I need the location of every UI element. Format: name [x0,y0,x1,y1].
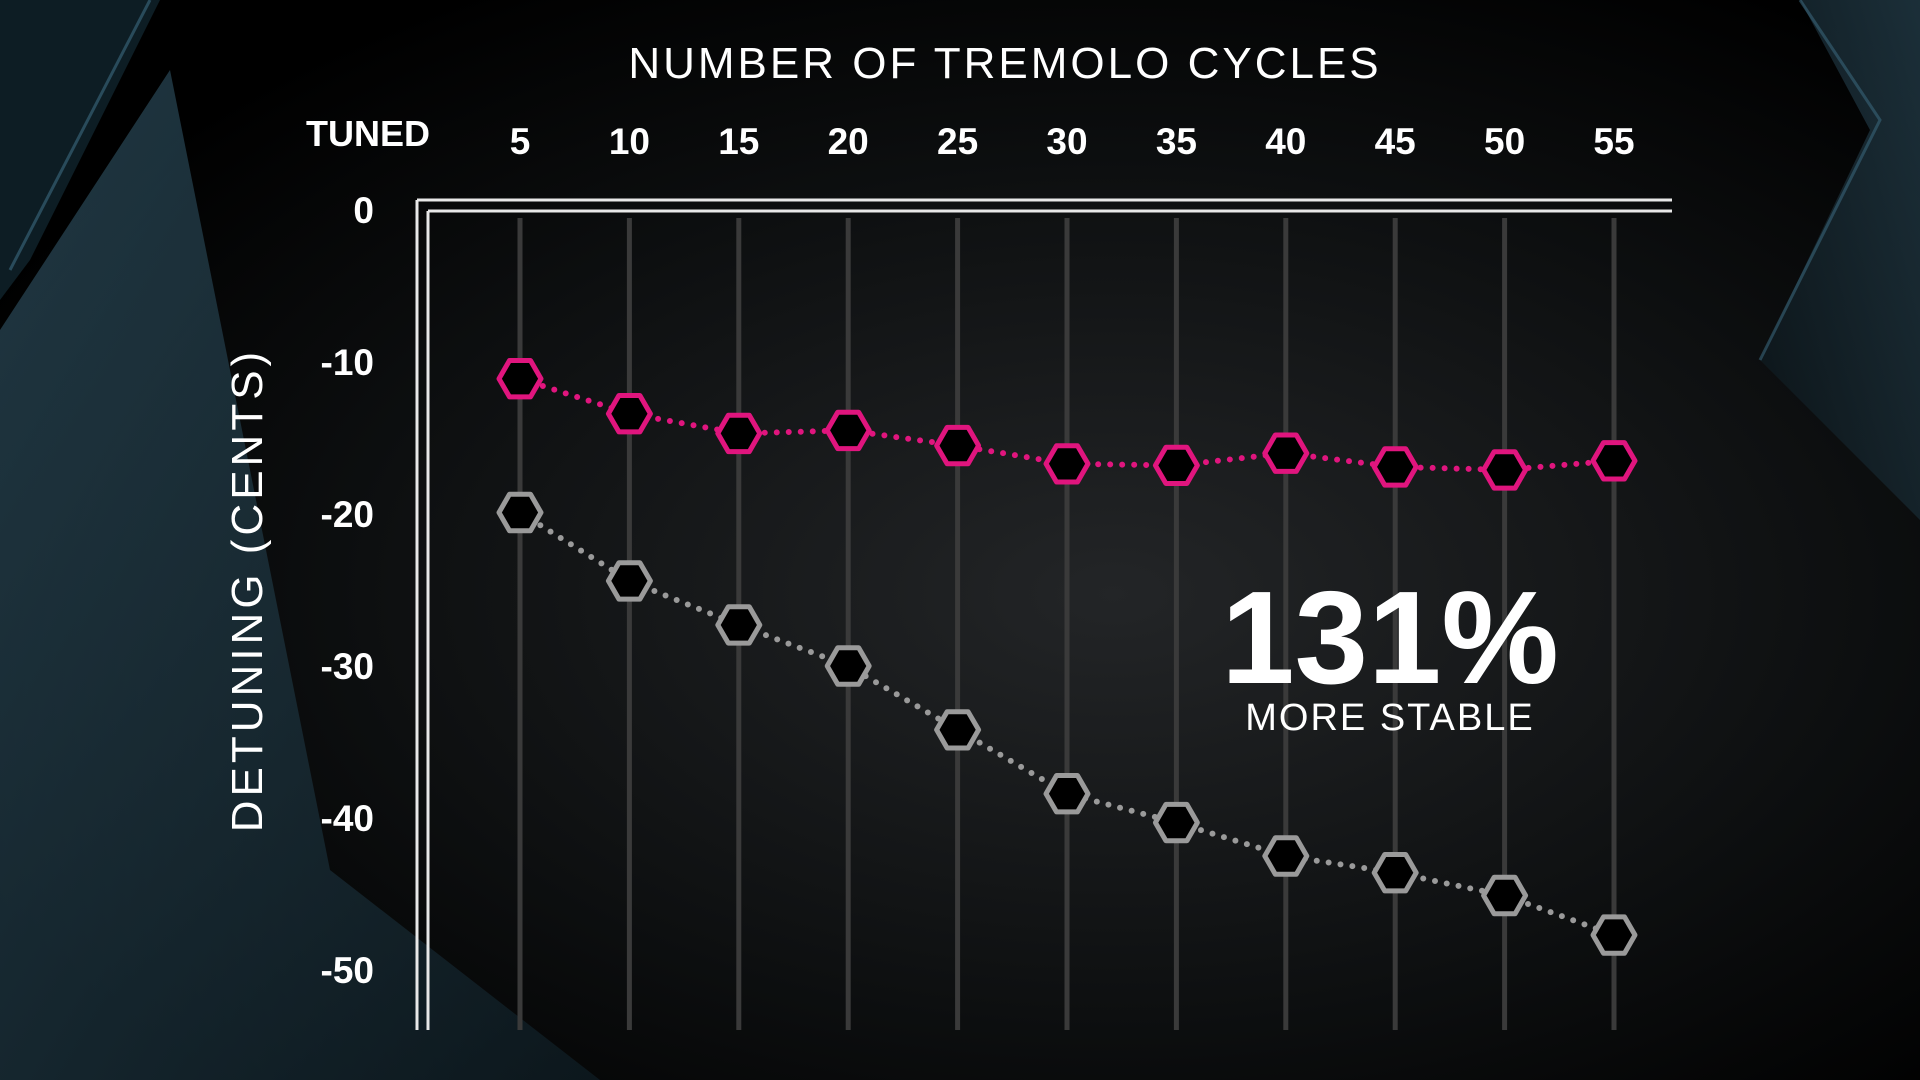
x-tick-label-3: 20 [828,121,869,162]
x-tick-label-7: 40 [1265,121,1306,162]
x-tick-labels: 5 10 15 20 25 30 35 40 45 50 55 [510,121,1635,162]
series-1-point-5 [1043,773,1091,815]
y-axis-title: DETUNING (CENTS) [223,348,272,832]
series-1-point-0 [496,491,544,534]
series-1-point-7 [1262,835,1310,877]
annotation-text: MORE STABLE [1245,697,1534,739]
series-0-point-1 [605,393,653,435]
series-0-point-3 [824,409,872,452]
x-tick-label-10: 55 [1593,121,1634,162]
x-tick-label-8: 45 [1375,121,1416,162]
x-tick-label-2: 15 [718,121,759,162]
series-0-point-5 [1043,443,1091,485]
x-tick-label-9: 50 [1484,121,1525,162]
series-1-point-2 [715,604,763,646]
series-0-line [517,375,1617,473]
x-tick-label-1: 10 [609,121,650,162]
y-tick-label-0: 0 [353,190,374,231]
y-tick-labels: 0 -10 -20 -30 -40 -50 [321,190,374,991]
series-0-point-6 [1152,444,1200,486]
series-0-point-9 [1481,449,1529,491]
y-tick-label-1: -10 [321,342,374,383]
series-1 [496,491,1638,956]
series-0-point-0 [496,358,544,400]
x-tick-label-0: 5 [510,121,531,162]
annotation-value: 131% [1221,564,1559,711]
series-0-point-4 [934,424,982,467]
y-tick-label-2: -20 [321,494,374,535]
series-0 [496,358,1638,491]
series-1-point-1 [605,560,653,602]
y-tick-label-3: -30 [321,646,374,687]
series-1-point-4 [934,709,982,751]
series-0-point-10 [1590,440,1638,482]
x-axis-start-label: TUNED [306,113,430,154]
x-tick-label-4: 25 [937,121,978,162]
x-tick-label-5: 30 [1046,121,1087,162]
x-tick-label-6: 35 [1156,121,1197,162]
series-0-point-8 [1371,446,1419,488]
series-1-point-9 [1481,874,1529,917]
axis-frame [415,198,1672,1030]
series-1-point-8 [1371,852,1419,894]
series-1-point-3 [824,645,872,687]
chart-title: NUMBER OF TREMOLO CYCLES [628,39,1381,88]
series-layer [496,358,1638,956]
series-1-point-6 [1152,801,1200,844]
series-1-point-10 [1590,914,1638,956]
y-tick-label-4: -40 [321,798,374,839]
series-0-point-2 [715,412,763,455]
series-0-point-7 [1262,432,1310,474]
y-tick-label-5: -50 [321,950,374,991]
